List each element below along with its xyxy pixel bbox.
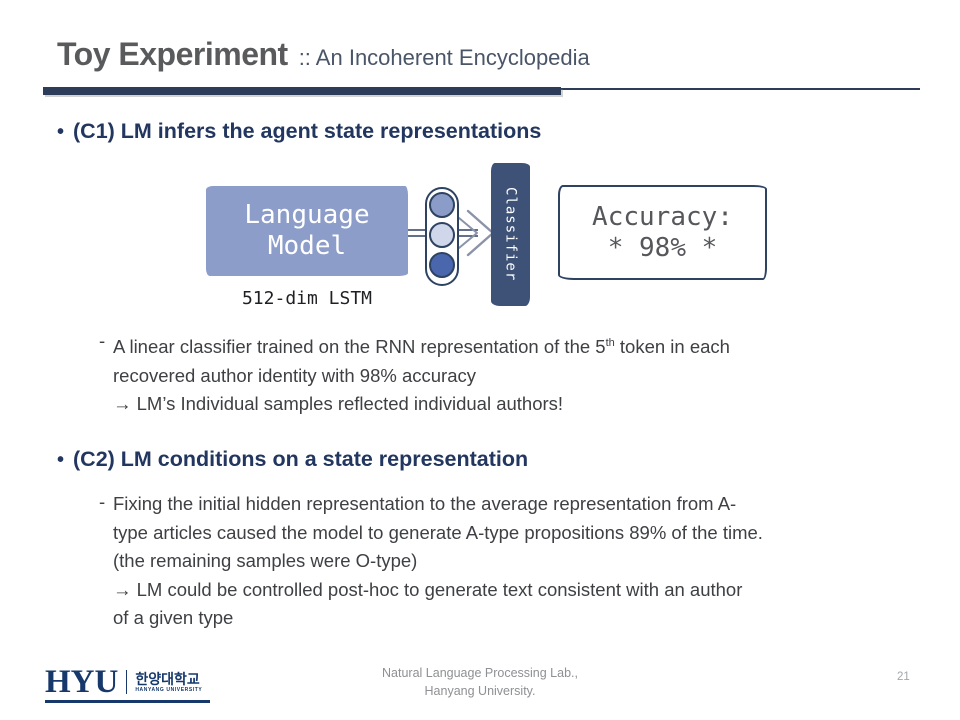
state-circle-top: [429, 192, 455, 218]
logo-korean-name: 한양대학교: [135, 671, 200, 687]
c1-body-line-2: recovered author identity with 98% accur…: [113, 364, 476, 386]
page-number: 21: [897, 671, 910, 683]
accuracy-label: Accuracy:: [592, 201, 733, 232]
classifier-box: Classifier: [491, 163, 530, 306]
c1-body-line-3: → LM’s Individual samples reflected indi…: [113, 393, 564, 415]
lab-credit-line-2: Hanyang University.: [424, 684, 536, 698]
c1-body-line-1: A linear classifier trained on the RNN r…: [113, 336, 730, 358]
bullet-icon: •: [57, 121, 65, 143]
university-logo: HYU 한양대학교 HANYANG UNIVERSITY: [45, 664, 211, 703]
c1-body: A linear classifier trained on the RNN r…: [113, 329, 730, 419]
lab-credit-line-1: Natural Language Processing Lab.,: [382, 666, 578, 680]
c1-dash: -: [99, 330, 106, 351]
accuracy-value: * 98% *: [607, 232, 718, 263]
c2-body-line-2: type articles caused the model to genera…: [113, 521, 763, 543]
c1-heading: • (C1) LM infers the agent state represe…: [57, 119, 541, 144]
accuracy-box: Accuracy: * 98% *: [558, 185, 767, 280]
superscript-th: th: [605, 337, 615, 349]
logo-english-name: HANYANG UNIVERSITY: [135, 687, 203, 693]
c2-heading: • (C2) LM conditions on a state represen…: [57, 447, 528, 472]
c2-body-line-4: → LM could be controlled post-hoc to gen…: [113, 578, 743, 600]
c1-heading-text: (C1) LM infers the agent state represent…: [73, 119, 542, 143]
lstm-caption: 512-dim LSTM: [241, 288, 373, 309]
c2-body-line-3: (the remaining samples were O-type): [113, 550, 418, 571]
slide-header: Toy Experiment :: An Incoherent Encyclop…: [57, 36, 590, 73]
title-rule-thick: [43, 87, 561, 95]
logo-divider: [126, 670, 128, 694]
c2-dash: -: [99, 491, 106, 512]
bullet-icon: •: [57, 449, 65, 471]
logo-acronym: HYU: [45, 664, 119, 700]
c2-heading-text: (C2) LM conditions on a state representa…: [73, 447, 529, 471]
language-model-box: Language Model: [206, 186, 408, 276]
language-model-label-line2: Model: [267, 231, 347, 261]
hidden-state-capsule: [425, 187, 459, 286]
page-subtitle: :: An Incoherent Encyclopedia: [298, 45, 590, 70]
c2-body-line-1: Fixing the initial hidden representation…: [113, 493, 737, 514]
c2-body: Fixing the initial hidden representation…: [113, 490, 763, 633]
logo-text-column: 한양대학교 HANYANG UNIVERSITY: [135, 671, 202, 693]
classifier-label: Classifier: [502, 187, 519, 282]
lab-credit: Natural Language Processing Lab., Hanyan…: [330, 664, 630, 700]
page-title: Toy Experiment: [57, 36, 288, 72]
language-model-label-line1: Language: [244, 200, 370, 230]
state-circle-middle: [429, 222, 455, 248]
state-circle-bottom: [429, 252, 455, 278]
c2-body-line-5: of a given type: [113, 607, 234, 628]
